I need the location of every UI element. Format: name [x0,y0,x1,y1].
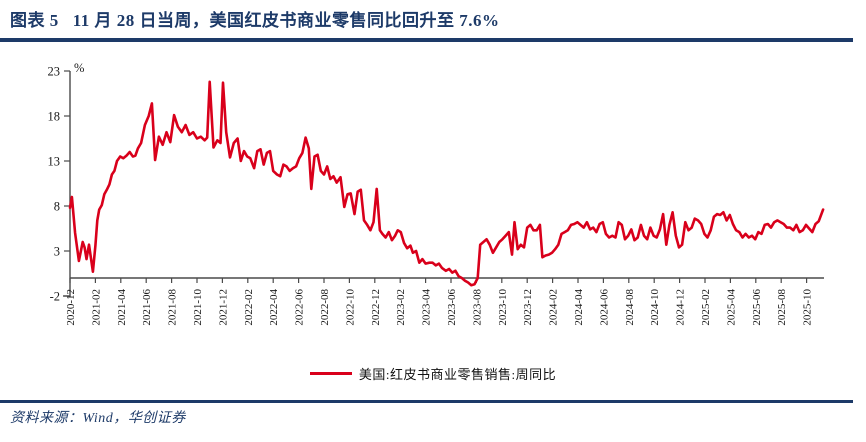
svg-text:2021-06: 2021-06 [141,289,153,326]
svg-text:8: 8 [54,200,60,214]
svg-text:2020-12: 2020-12 [65,289,77,326]
svg-text:2024-04: 2024-04 [573,289,585,326]
retail-yoy-line-chart: 23 18 13 8 3 -2% 2020-12 2021-02 2021-04 2021-06 2… [48,61,825,326]
svg-text:2022-12: 2022-12 [370,289,382,326]
svg-text:2023-02: 2023-02 [395,289,407,326]
svg-text:2023-04: 2023-04 [421,289,433,326]
svg-text:2021-02: 2021-02 [90,289,102,326]
svg-text:13: 13 [48,155,61,169]
svg-text:2024-12: 2024-12 [675,289,687,326]
svg-text:2022-06: 2022-06 [294,289,306,326]
svg-text:2025-02: 2025-02 [700,289,712,326]
svg-text:2023-06: 2023-06 [446,289,458,326]
svg-text:2021-04: 2021-04 [116,289,128,326]
svg-text:2022-10: 2022-10 [344,289,356,326]
svg-text:2025-08: 2025-08 [776,289,788,326]
svg-text:2024-08: 2024-08 [624,289,636,326]
svg-text:2025-10: 2025-10 [802,289,814,326]
svg-text:2023-12: 2023-12 [522,289,534,326]
svg-text:18: 18 [48,110,61,124]
figure-title-text: 11 月 28 日当周，美国红皮书商业零售同比回升至 7.6% [72,11,500,30]
svg-text:2023-10: 2023-10 [497,289,509,326]
svg-text:-2: -2 [50,290,60,304]
svg-text:2022-04: 2022-04 [268,289,280,326]
svg-text:2023-08: 2023-08 [471,289,483,326]
svg-text:23: 23 [48,65,61,79]
chart-area: 23 18 13 8 3 -2% 2020-12 2021-02 2021-04 2021-06 2… [0,45,866,360]
title-underline-rule [0,38,853,42]
svg-text:2024-02: 2024-02 [548,289,560,326]
svg-text:2021-10: 2021-10 [192,289,204,326]
svg-text:2022-08: 2022-08 [319,289,331,326]
svg-text:2024-10: 2024-10 [649,289,661,326]
svg-text:2025-04: 2025-04 [725,289,737,326]
svg-text:%: % [74,61,84,75]
chart-legend: 美国:红皮书商业零售销售:周同比 [0,364,866,383]
series-line [68,80,825,287]
figure-title: 图表 5 11 月 28 日当周，美国红皮书商业零售同比回升至 7.6% [10,6,500,31]
svg-text:3: 3 [54,245,60,259]
svg-text:2024-06: 2024-06 [598,289,610,326]
figure-number-label: 图表 5 [10,11,59,30]
footer-rule [0,400,853,403]
legend-series-label: 美国:红皮书商业零售销售:周同比 [358,367,557,382]
svg-text:2025-06: 2025-06 [751,289,763,326]
source-note: 资料来源：Wind，华创证券 [10,411,186,426]
svg-text:2021-12: 2021-12 [217,289,229,326]
legend-line-swatch [309,372,352,375]
svg-text:2021-08: 2021-08 [167,289,179,326]
svg-text:2022-02: 2022-02 [243,289,255,326]
